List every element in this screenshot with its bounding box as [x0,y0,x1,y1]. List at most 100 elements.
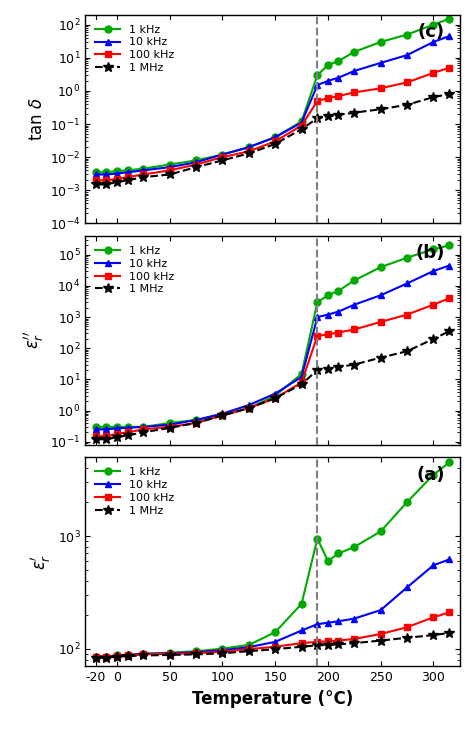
1 kHz [219,150,225,159]
10 kHz [378,605,383,614]
Line: 1 kHz: 1 kHz [92,242,453,430]
1 kHz [325,291,331,299]
10 kHz [93,170,99,179]
1 kHz [378,527,383,536]
100 kHz [336,328,341,337]
1 kHz [219,411,225,420]
1 MHz [193,163,199,171]
100 kHz [246,404,252,413]
Line: 1 kHz: 1 kHz [92,15,453,176]
1 MHz [447,90,452,99]
100 kHz [273,137,278,146]
10 kHz [325,310,331,319]
100 kHz [140,170,146,179]
1 MHz [104,435,109,444]
10 kHz [299,626,304,635]
100 kHz [246,147,252,156]
1 MHz [430,93,436,102]
100 kHz [430,613,436,621]
1 MHz [273,394,278,403]
100 kHz [125,651,130,660]
1 MHz [125,431,130,440]
100 kHz [299,122,304,130]
10 kHz [315,81,320,89]
1 MHz [140,173,146,182]
1 MHz [104,180,109,189]
10 kHz [246,143,252,152]
1 MHz [336,362,341,371]
10 kHz [125,168,130,176]
10 kHz [315,313,320,321]
1 kHz [167,419,173,427]
1 MHz [114,433,120,441]
10 kHz [104,170,109,179]
100 kHz [351,88,357,97]
1 MHz [167,170,173,179]
1 kHz [104,422,109,431]
1 kHz [246,640,252,649]
1 MHz [404,633,410,642]
1 kHz [114,422,120,431]
1 kHz [167,649,173,657]
100 kHz [430,300,436,309]
10 kHz [378,291,383,299]
100 kHz [404,310,410,319]
1 MHz [114,177,120,186]
1 kHz [315,534,320,543]
1 MHz [246,647,252,656]
1 MHz [299,380,304,389]
100 kHz [167,649,173,658]
1 kHz [404,498,410,507]
1 MHz [125,651,130,660]
Line: 1 MHz: 1 MHz [91,326,454,444]
10 kHz [378,59,383,67]
1 MHz [325,365,331,373]
1 kHz [336,549,341,558]
Line: 10 kHz: 10 kHz [92,556,453,660]
10 kHz [246,643,252,651]
100 kHz [140,425,146,434]
100 kHz [378,630,383,638]
Y-axis label: $\varepsilon_r^{\prime}$: $\varepsilon_r^{\prime}$ [29,553,54,570]
10 kHz [219,646,225,654]
10 kHz [167,163,173,171]
1 kHz [430,245,436,254]
Text: (a): (a) [416,466,445,484]
10 kHz [219,150,225,159]
1 kHz [273,392,278,400]
10 kHz [447,261,452,270]
1 MHz [430,631,436,640]
100 kHz [93,652,99,661]
Line: 100 kHz: 100 kHz [92,609,453,660]
1 kHz [299,370,304,378]
1 MHz [299,124,304,133]
100 kHz [315,332,320,340]
1 kHz [447,458,452,467]
1 kHz [430,20,436,29]
1 kHz [447,241,452,250]
100 kHz [404,623,410,632]
1 MHz [336,111,341,119]
100 kHz [299,639,304,648]
1 kHz [104,168,109,176]
1 kHz [114,167,120,176]
1 MHz [351,639,357,648]
1 MHz [167,651,173,660]
100 kHz [325,330,331,339]
10 kHz [336,617,341,626]
100 kHz [447,608,452,617]
1 MHz [93,180,99,189]
1 kHz [299,600,304,608]
10 kHz [315,620,320,629]
1 kHz [430,471,436,479]
1 kHz [273,628,278,637]
1 kHz [447,15,452,23]
100 kHz [167,166,173,175]
1 MHz [447,629,452,638]
10 kHz [193,416,199,425]
10 kHz [447,31,452,40]
100 kHz [114,174,120,183]
10 kHz [336,73,341,82]
100 kHz [167,422,173,431]
100 kHz [219,153,225,162]
